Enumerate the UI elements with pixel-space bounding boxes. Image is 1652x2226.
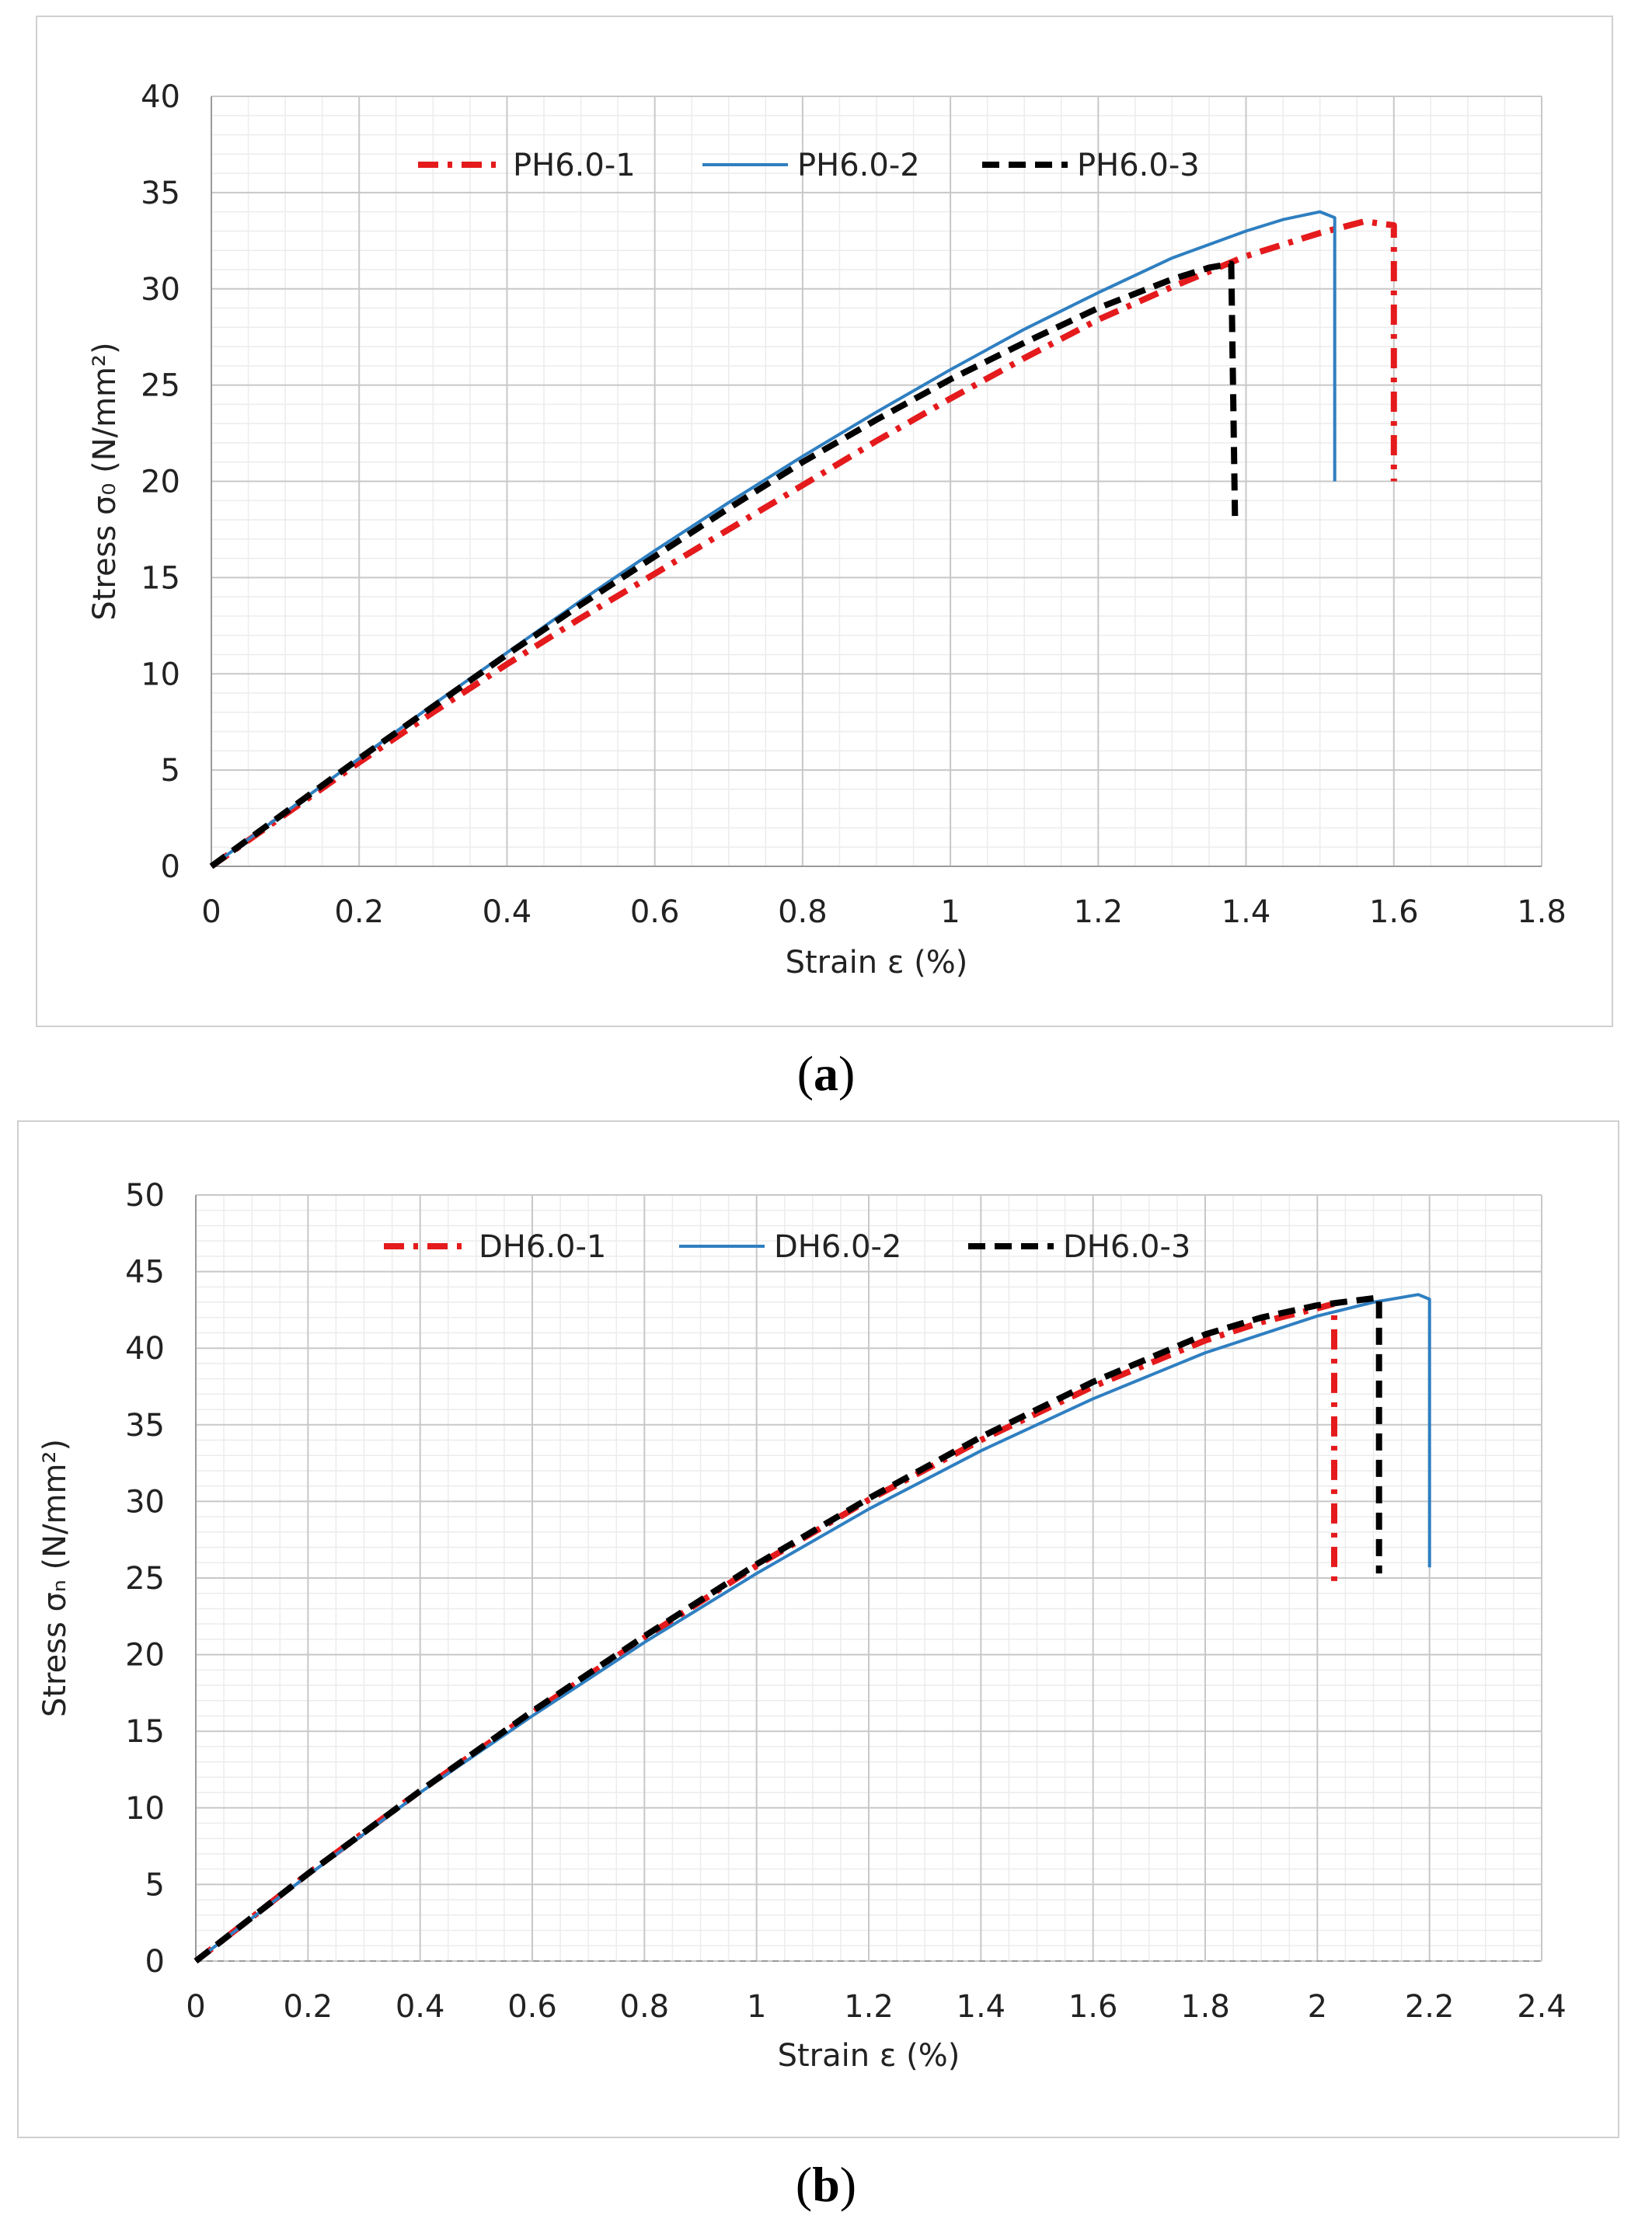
- y-tick-label: 40: [141, 79, 180, 115]
- x-tick-label: 2: [1308, 1989, 1327, 2025]
- x-tick-label: 0.6: [630, 894, 680, 930]
- x-tick-label: 0: [186, 1989, 205, 2025]
- series-line-DH6.0-3: [193, 1294, 1382, 1964]
- caption-b: (b): [795, 2157, 857, 2212]
- x-tick-label: 2.4: [1517, 1989, 1567, 2025]
- x-tick-label: 1.4: [957, 1989, 1006, 2025]
- x-axis-title: Strain ε (%): [778, 2038, 960, 2074]
- y-tick-label: 0: [145, 1944, 165, 1980]
- chart-panel-b: 0 0.2 0.4 0.6 0.8 1 1.2 1.4 1.6 1.8 2 2.2 2.4 0 5 10 15 2…: [17, 1120, 1619, 2138]
- chart-a: 0 0.2 0.4 0.6 0.8 1 1.2 1.4 1.6 1.8 0 5 10 15 20 25 30 35…: [87, 79, 1567, 981]
- y-tick-label: 5: [145, 1867, 165, 1903]
- chart-panel-a: 0 0.2 0.4 0.6 0.8 1 1.2 1.4 1.6 1.8 0 5 10 15 20 25 30 35…: [36, 16, 1613, 1027]
- y-tick-label: 30: [125, 1484, 165, 1520]
- legend-label: PH6.0-1: [513, 148, 636, 183]
- legend-label: DH6.0-1: [479, 1229, 606, 1265]
- y-tick-label: 10: [125, 1791, 165, 1827]
- x-tick-label: 1.2: [1074, 894, 1124, 930]
- x-tick-label: 1.2: [844, 1989, 894, 2025]
- x-tick-label: 0.4: [483, 894, 532, 930]
- x-tick-label: 1: [747, 1989, 766, 2025]
- chart-b: 0 0.2 0.4 0.6 0.8 1 1.2 1.4 1.6 1.8 2 2.2 2.4 0 5 10 15 2…: [37, 1178, 1567, 2074]
- legend-label: DH6.0-2: [774, 1229, 901, 1265]
- y-tick-label: 5: [161, 753, 180, 789]
- caption-b-label: b: [812, 2157, 840, 2212]
- y-axis-title: Stress σ₀ (N/mm²): [87, 342, 123, 620]
- x-tick-label: 1: [940, 894, 960, 930]
- y-tick-label: 0: [161, 849, 180, 885]
- x-tick-label: 1.6: [1369, 894, 1419, 930]
- y-tick-label: 15: [141, 560, 180, 596]
- x-tick-label: 0.8: [778, 894, 828, 930]
- y-axis-title: Stress σₙ (N/mm²): [37, 1439, 73, 1717]
- y-tick-label: 20: [125, 1638, 165, 1674]
- y-tick-label: 15: [125, 1714, 165, 1750]
- x-tick-label: 1.8: [1180, 1989, 1230, 2025]
- y-tick-label: 40: [125, 1331, 165, 1367]
- x-tick-label: 0.6: [507, 1989, 557, 2025]
- legend-label: PH6.0-3: [1077, 148, 1200, 183]
- x-tick-label: 1.4: [1222, 894, 1271, 930]
- grid-a: [211, 96, 1542, 867]
- x-tick-label: 1.8: [1517, 894, 1567, 930]
- x-tick-label: 0.8: [620, 1989, 670, 2025]
- legend-label: DH6.0-3: [1063, 1229, 1190, 1265]
- y-tick-label: 50: [125, 1178, 165, 1214]
- x-tick-label: 1.6: [1068, 1989, 1118, 2025]
- x-axis-title: Strain ε (%): [786, 945, 968, 981]
- series-line-PH6.0-3: [209, 260, 1239, 869]
- y-tick-label: 25: [125, 1561, 165, 1597]
- grid-b: [195, 1194, 1542, 1962]
- series-line-PH6.0-1: [209, 218, 1397, 869]
- caption-a: (a): [796, 1046, 856, 1101]
- y-tick-label: 20: [141, 465, 180, 500]
- y-tick-label: 35: [141, 176, 180, 211]
- y-tick-label: 25: [141, 368, 180, 404]
- y-tick-label: 35: [125, 1408, 165, 1444]
- legend-label: PH6.0-2: [797, 148, 920, 183]
- x-tick-label: 0.2: [334, 894, 384, 930]
- x-tick-label: 0.4: [396, 1989, 445, 2025]
- x-tick-label: 0.2: [284, 1989, 333, 2025]
- y-tick-label: 30: [141, 272, 180, 308]
- x-tick-label: 0: [201, 894, 221, 930]
- y-tick-label: 45: [125, 1255, 165, 1291]
- y-tick-label: 10: [141, 657, 180, 692]
- x-tick-label: 2.2: [1405, 1989, 1455, 2025]
- series-line-DH6.0-1: [193, 1301, 1337, 1964]
- caption-a-label: a: [814, 1046, 838, 1101]
